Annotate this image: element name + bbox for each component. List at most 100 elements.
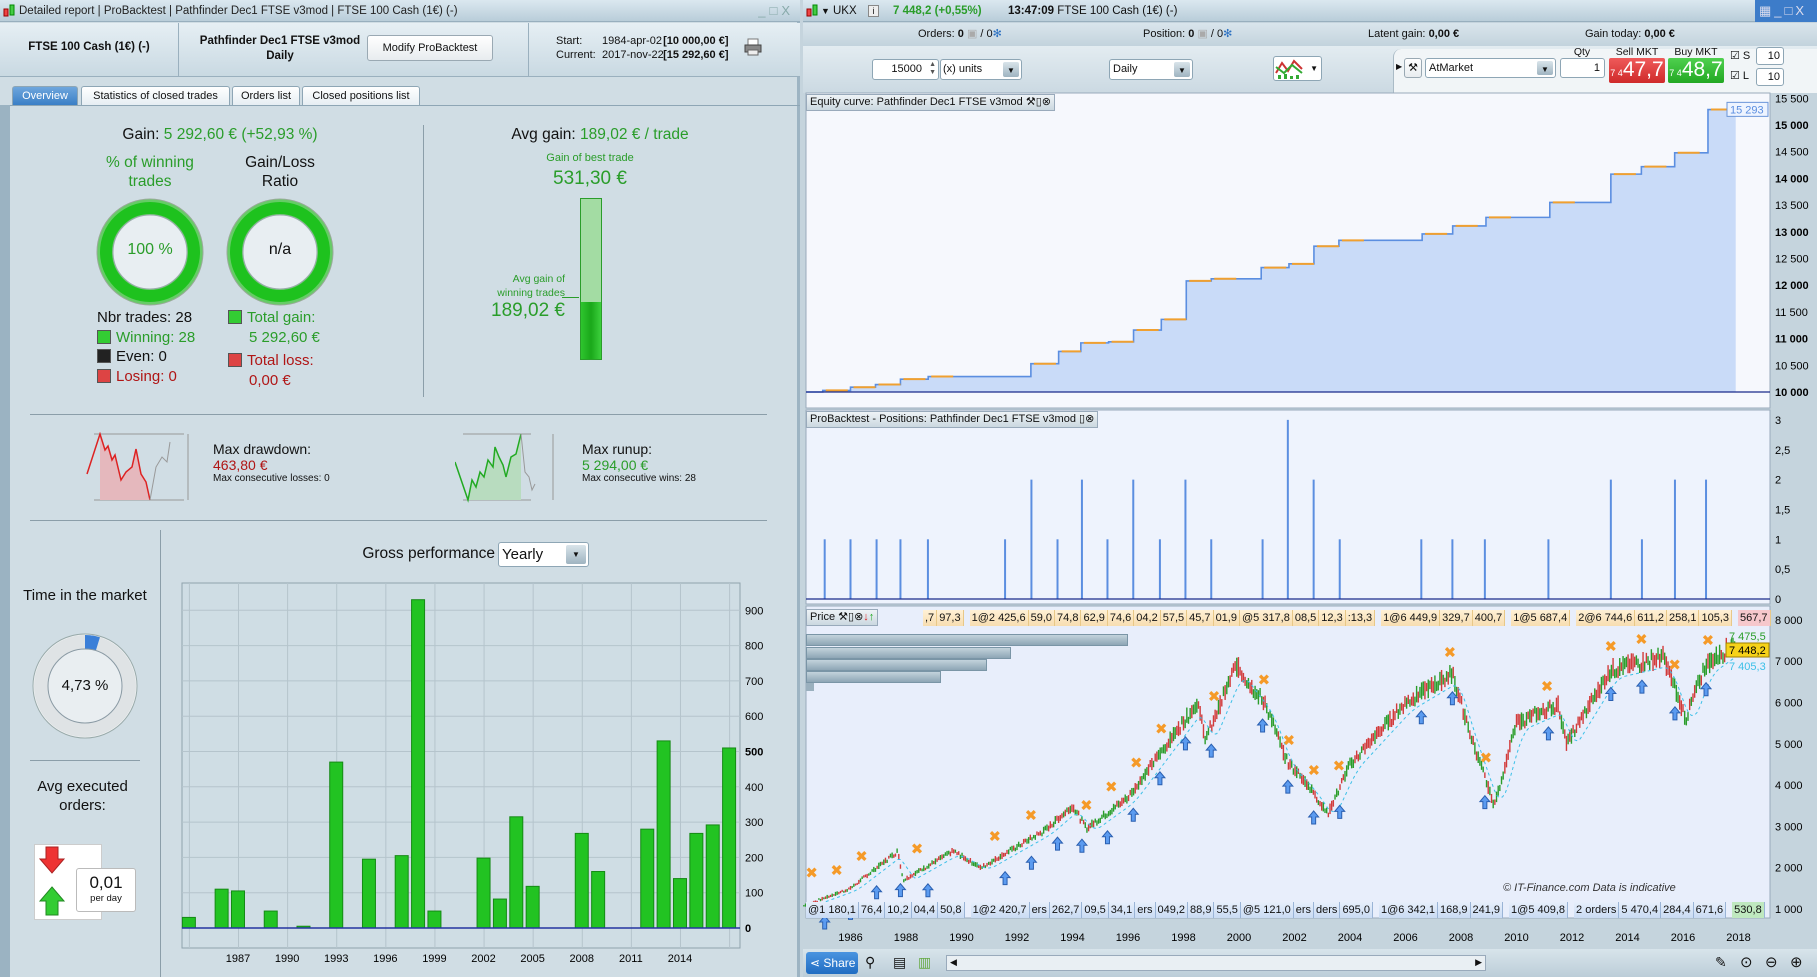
order-label[interactable]: 57,5 xyxy=(1160,610,1188,626)
order-label[interactable]: ers xyxy=(1293,902,1315,918)
symbol-dropdown-icon[interactable]: ▼ xyxy=(821,6,830,16)
order-label[interactable]: 241,9 xyxy=(1470,902,1504,918)
gear-icon[interactable]: ✻ xyxy=(992,28,1002,40)
buy-market-button[interactable]: 7 448,7 xyxy=(1668,58,1724,83)
order-label[interactable]: 76,4 xyxy=(858,902,886,918)
qty-input[interactable]: 1 xyxy=(1560,58,1605,78)
print-icon[interactable] xyxy=(744,38,762,61)
limit-input[interactable]: 10 xyxy=(1756,68,1784,86)
keyboard-icon[interactable]: ▦ xyxy=(1759,3,1775,18)
wrench-icon[interactable]: ⚒ xyxy=(838,611,848,623)
order-label[interactable]: 329,7 xyxy=(1440,610,1473,626)
order-label[interactable]: 530,8 xyxy=(1732,902,1765,918)
wrench-icon[interactable]: ⚒ xyxy=(1025,96,1036,108)
order-label[interactable]: 400,7 xyxy=(1472,610,1506,626)
close-panel-icon[interactable]: ⊗ xyxy=(1041,96,1051,108)
maximize-panel-icon[interactable]: ▯ xyxy=(1035,96,1042,108)
order-label[interactable]: 567,7 xyxy=(1738,610,1771,626)
order-label[interactable]: 50,8 xyxy=(938,902,965,918)
close-panel-icon[interactable]: ⊗ xyxy=(1085,413,1095,425)
order-label[interactable]: 04,2 xyxy=(1134,610,1161,626)
close-icon[interactable]: X xyxy=(781,3,794,18)
spinner-icon[interactable]: ▲ ▼ xyxy=(929,61,936,76)
sell-market-button[interactable]: 7 447,7 xyxy=(1609,58,1665,83)
order-label[interactable]: ers xyxy=(1135,902,1156,918)
modify-probacktest-button[interactable]: Modify ProBacktest xyxy=(367,35,493,61)
order-label[interactable]: :13,3 xyxy=(1345,610,1376,626)
wrench-icon[interactable]: ⚒ xyxy=(1404,58,1422,78)
order-label[interactable]: 1@6 342,1 xyxy=(1378,902,1438,918)
maximize-icon[interactable]: □ xyxy=(769,3,782,18)
order-label[interactable]: ,7 xyxy=(923,610,938,626)
order-label[interactable]: 284,4 xyxy=(1661,902,1694,918)
scroll-left-icon[interactable]: ◀ xyxy=(950,957,957,967)
order-label[interactable]: ers xyxy=(1029,902,1050,918)
zoom-fit-icon[interactable]: ⊙ xyxy=(1740,954,1753,971)
order-label[interactable]: 671,6 xyxy=(1693,902,1727,918)
symbol[interactable]: UKX xyxy=(833,5,857,17)
limit-checkbox[interactable]: ☑ L xyxy=(1730,70,1750,82)
close-panel-icon[interactable]: ⊗ xyxy=(854,611,864,623)
order-label[interactable]: 09,5 xyxy=(1082,902,1109,918)
share-button[interactable]: ⋖ Share xyxy=(806,952,858,974)
order-label[interactable]: 10,2 xyxy=(885,902,912,918)
order-label[interactable]: 695,0 xyxy=(1340,902,1373,918)
order-label[interactable]: 5 470,4 xyxy=(1619,902,1662,918)
stop-checkbox[interactable]: ☑ S xyxy=(1730,50,1751,62)
layout-icon[interactable]: ▥ xyxy=(918,954,932,970)
order-label[interactable]: 45,7 xyxy=(1187,610,1214,626)
order-label[interactable]: 55,5 xyxy=(1214,902,1241,918)
order-label[interactable]: 2 orders xyxy=(1574,902,1620,918)
scroll-right-icon[interactable]: ▶ xyxy=(1475,957,1482,967)
order-label[interactable]: 049,2 xyxy=(1155,902,1189,918)
order-label[interactable]: ders xyxy=(1314,902,1341,918)
order-label[interactable]: 12,3 xyxy=(1319,610,1346,626)
order-label[interactable]: 611,2 xyxy=(1635,610,1667,626)
minimize-icon[interactable]: _ xyxy=(758,3,770,18)
order-label[interactable]: 01,9 xyxy=(1213,610,1240,626)
draw-tool-icon[interactable]: ✎ xyxy=(1715,954,1727,970)
order-label[interactable]: @5 121,0 xyxy=(1240,902,1294,918)
tab-orders-list[interactable]: Orders list xyxy=(232,86,300,105)
order-label[interactable]: 74,6 xyxy=(1107,610,1135,626)
order-label[interactable]: 97,3 xyxy=(937,610,964,626)
chart-scrollbar[interactable]: ◀ ▶ xyxy=(946,955,1486,971)
order-label[interactable]: 04,4 xyxy=(911,902,939,918)
cancel-orders-icon[interactable]: ▣ xyxy=(966,28,978,40)
gross-performance-period-select[interactable]: Yearly ▼ xyxy=(498,542,589,567)
minimize-icon[interactable]: _ xyxy=(1774,3,1785,18)
chart-type-icon[interactable]: ⚲ xyxy=(865,954,876,970)
order-label[interactable]: 1@6 449,9 xyxy=(1381,610,1441,626)
order-label[interactable]: 1@2 425,6 xyxy=(969,610,1029,626)
buy-marker-toggle-icon[interactable]: ↑ xyxy=(868,611,875,623)
chevron-down-icon[interactable]: ▼ xyxy=(566,545,586,564)
order-label[interactable]: 88,9 xyxy=(1188,902,1215,918)
chevron-down-icon[interactable]: ▼ xyxy=(1310,64,1318,73)
units-input[interactable]: 15000 ▲ ▼ xyxy=(872,59,939,80)
expand-arrow-icon[interactable]: ▶ xyxy=(1396,62,1403,71)
order-label[interactable]: 74,8 xyxy=(1055,610,1082,626)
order-label[interactable]: 168,9 xyxy=(1437,902,1471,918)
order-label[interactable]: @1 180,1 xyxy=(806,902,859,918)
tab-closed-positions-list[interactable]: Closed positions list xyxy=(302,86,420,105)
tab-statistics-closed-trades[interactable]: Statistics of closed trades xyxy=(81,86,230,105)
order-label[interactable]: 105,3 xyxy=(1699,610,1733,626)
zoom-in-icon[interactable]: ⊕ xyxy=(1790,954,1803,971)
order-label[interactable]: 1@5 687,4 xyxy=(1511,610,1571,626)
close-icon[interactable]: X xyxy=(1795,3,1808,18)
order-label[interactable]: 59,0 xyxy=(1028,610,1056,626)
maximize-panel-icon[interactable]: ▯ xyxy=(1079,413,1086,425)
units-type-select[interactable]: (x) units ▼ xyxy=(940,59,1022,80)
zoom-out-icon[interactable]: ⊖ xyxy=(1765,954,1778,971)
order-label[interactable]: 62,9 xyxy=(1081,610,1108,626)
order-label[interactable]: 1@5 409,8 xyxy=(1509,902,1569,918)
maximize-panel-icon[interactable]: ▯ xyxy=(848,611,855,623)
gear-icon[interactable]: ✻ xyxy=(1223,28,1233,40)
maximize-icon[interactable]: □ xyxy=(1784,3,1796,18)
export-icon[interactable]: ▤ xyxy=(893,954,907,970)
stop-input[interactable]: 10 xyxy=(1756,47,1784,65)
order-label[interactable]: 258,1 xyxy=(1666,610,1700,626)
order-label[interactable]: 34,1 xyxy=(1108,902,1136,918)
close-position-icon[interactable]: ▣ xyxy=(1197,28,1208,40)
order-label[interactable]: 262,7 xyxy=(1049,902,1083,918)
